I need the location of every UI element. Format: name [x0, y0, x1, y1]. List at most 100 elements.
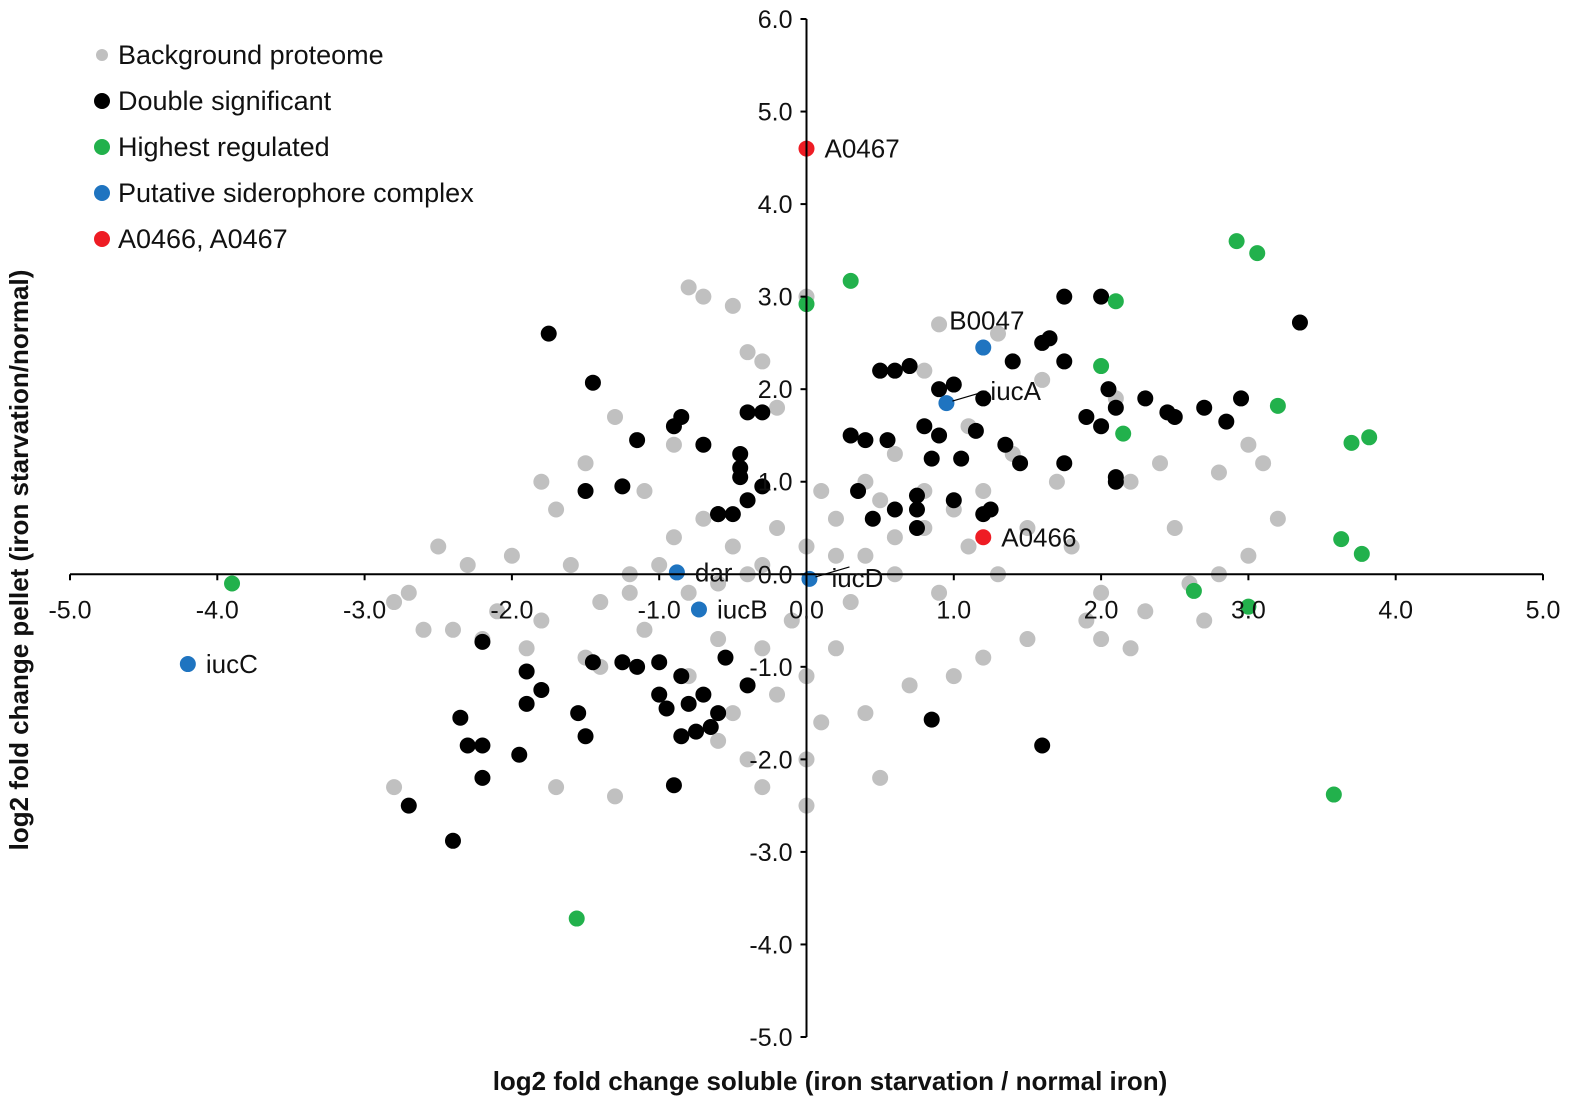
point-background-proteome: [783, 612, 800, 629]
point-double-significant: [673, 408, 690, 425]
point-putative-siderophore-complex: [975, 339, 992, 356]
x-tick-label: -4.0: [196, 596, 239, 624]
point-background-proteome: [695, 510, 712, 527]
point-double-significant: [1137, 390, 1154, 407]
point-double-significant: [717, 649, 734, 666]
x-axis-title: log2 fold change soluble (iron starvatio…: [493, 1066, 1168, 1096]
x-tick-label: 3.0: [1231, 596, 1266, 624]
point-label-b0047: B0047: [949, 306, 1024, 336]
point-double-significant: [651, 686, 668, 703]
point-background-proteome: [842, 594, 859, 611]
point-label-iucd: iucD: [831, 563, 883, 593]
legend: Background proteome Double significant Hig…: [94, 40, 474, 254]
point-background-proteome: [1166, 520, 1183, 536]
point-double-significant: [908, 520, 925, 536]
point-double-significant: [923, 711, 940, 728]
point-double-significant: [474, 737, 491, 754]
point-highest-regulated: [1093, 358, 1110, 375]
y-tick-label: -4.0: [749, 931, 792, 959]
legend-label-a0466-a0467: A0466, A0467: [118, 224, 288, 254]
point-background-proteome: [444, 621, 461, 638]
point-double-significant: [997, 436, 1014, 453]
point-highest-regulated: [568, 910, 585, 927]
point-background-proteome: [754, 779, 771, 796]
point-double-significant: [975, 390, 992, 407]
point-double-significant: [975, 506, 992, 523]
point-double-significant: [688, 723, 705, 740]
point-double-significant: [1107, 399, 1124, 416]
point-background-proteome: [724, 538, 741, 555]
point-double-significant: [474, 633, 491, 650]
point-highest-regulated: [1325, 786, 1342, 803]
point-background-proteome: [739, 751, 756, 768]
point-double-significant: [916, 418, 933, 435]
y-axis-title: log2 fold change pellet (iron starvation…: [4, 270, 34, 851]
point-background-proteome: [1255, 455, 1272, 472]
point-putative-siderophore-complex: [179, 656, 196, 673]
point-double-significant: [931, 427, 948, 444]
point-background-proteome: [1093, 584, 1110, 601]
x-tick-label: 0.0: [789, 596, 824, 624]
point-background-proteome: [931, 316, 948, 333]
point-background-proteome: [710, 575, 727, 592]
point-background-proteome: [975, 649, 992, 666]
point-background-proteome: [621, 584, 638, 601]
point-double-significant: [518, 663, 535, 680]
point-background-proteome: [1093, 631, 1110, 648]
point-background-proteome: [931, 584, 948, 601]
point-double-significant: [732, 445, 749, 462]
point-label-dar: dar: [695, 557, 733, 587]
point-double-significant: [1100, 381, 1117, 398]
point-double-significant: [931, 381, 948, 398]
point-double-significant: [739, 404, 756, 421]
point-highest-regulated: [1185, 582, 1202, 599]
point-highest-regulated: [1107, 293, 1124, 310]
point-background-proteome: [710, 732, 727, 749]
point-background-proteome: [827, 547, 844, 564]
point-highest-regulated: [1343, 434, 1360, 451]
x-tick-label: 5.0: [1526, 596, 1561, 624]
point-putative-siderophore-complex: [938, 395, 955, 412]
y-tick-label: 3.0: [758, 284, 793, 312]
point-double-significant: [518, 695, 535, 712]
point-background-proteome: [430, 538, 447, 555]
point-double-significant: [400, 797, 417, 814]
point-background-proteome: [1078, 612, 1095, 629]
point-double-significant: [864, 510, 881, 527]
axes-layer: [69, 18, 1544, 1038]
point-double-significant: [908, 501, 925, 518]
legend-label-highest-regulated: Highest regulated: [118, 132, 330, 162]
point-double-significant: [872, 362, 889, 379]
point-double-significant: [533, 681, 550, 698]
point-highest-regulated: [1240, 598, 1257, 615]
point-background-proteome: [695, 288, 712, 305]
point-double-significant: [629, 432, 646, 449]
point-background-proteome: [724, 297, 741, 314]
point-background-proteome: [886, 445, 903, 462]
point-background-proteome: [1240, 547, 1257, 564]
point-background-proteome: [607, 788, 624, 805]
point-double-significant: [1056, 288, 1073, 305]
point-double-significant: [1034, 737, 1051, 754]
point-background-proteome: [665, 436, 682, 453]
point-background-proteome: [1240, 436, 1257, 453]
legend-label-double-significant: Double significant: [118, 86, 332, 116]
point-double-significant: [680, 695, 697, 712]
point-background-proteome: [754, 353, 771, 370]
point-double-significant: [577, 482, 594, 499]
point-double-significant: [614, 654, 631, 671]
point-double-significant: [850, 482, 867, 499]
point-double-significant: [1166, 408, 1183, 425]
point-double-significant: [923, 450, 940, 467]
point-background-proteome: [739, 344, 756, 361]
y-tick-label: -1.0: [749, 654, 792, 682]
point-double-significant: [901, 358, 918, 375]
point-background-proteome: [754, 557, 771, 574]
point-labels-layer: B0047 iucA dar iucD iucB iucC A0467 A0466: [206, 134, 1077, 679]
point-background-proteome: [975, 482, 992, 499]
leader-line: [815, 566, 850, 578]
point-background-proteome: [886, 529, 903, 546]
y-tick-label: -5.0: [749, 1024, 792, 1052]
data-points-layer: [179, 140, 1378, 927]
point-background-proteome: [489, 603, 506, 620]
